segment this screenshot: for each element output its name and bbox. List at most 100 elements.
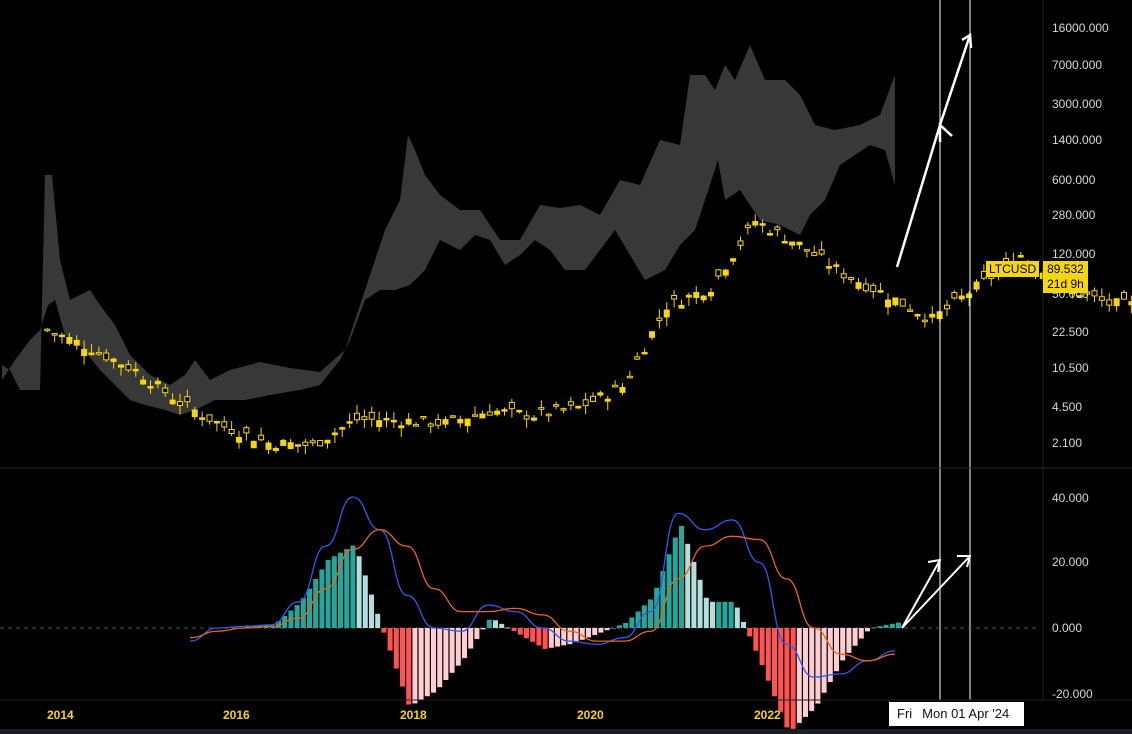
- histogram-bar: [542, 628, 548, 649]
- ytick: 7000.000: [1052, 58, 1102, 72]
- xtick: 2022: [754, 708, 781, 722]
- histogram-bar: [319, 569, 325, 628]
- histogram-bar: [573, 628, 579, 643]
- y-axis-main: 16000.000 7000.000 3000.000 1400.000 600…: [1052, 21, 1109, 450]
- candle-body: [722, 269, 729, 276]
- candle-body: [331, 432, 338, 436]
- candle-body: [472, 414, 478, 417]
- candle-body: [250, 440, 257, 449]
- candle-body: [1113, 298, 1120, 307]
- histogram-bar: [493, 620, 498, 628]
- candle-body: [759, 223, 766, 226]
- histogram-bar: [455, 628, 461, 666]
- candle-body: [59, 334, 65, 338]
- histogram-bar: [840, 628, 846, 661]
- candle-body: [413, 424, 419, 427]
- candle-body: [206, 414, 213, 422]
- histogram-bar: [387, 628, 393, 651]
- candle-body: [486, 411, 493, 416]
- candle-body: [457, 418, 464, 424]
- candle-body: [376, 420, 383, 428]
- ytick: 20.000: [1052, 555, 1089, 569]
- price-box: 89.532 21d 9h: [1043, 261, 1088, 293]
- candle-body: [899, 298, 906, 307]
- histogram-bar: [369, 594, 374, 628]
- candle-body: [272, 447, 279, 451]
- histogram-bar: [896, 622, 901, 628]
- histogram-bar: [251, 625, 257, 628]
- macd-histogram: [245, 525, 901, 729]
- candle-body: [390, 419, 397, 423]
- candle-body: [951, 292, 958, 299]
- histogram-bar: [772, 628, 777, 697]
- candle-body: [671, 294, 678, 300]
- candle-body: [169, 399, 176, 405]
- histogram-bar: [865, 628, 870, 632]
- histogram-bar: [716, 601, 722, 628]
- projection-arrow-macd: [901, 555, 972, 629]
- candle-body: [339, 427, 346, 430]
- histogram-bar: [592, 628, 598, 635]
- candle-body: [678, 304, 685, 309]
- candle-body: [612, 384, 619, 388]
- candle-body: [715, 269, 722, 277]
- histogram-bar: [294, 605, 300, 628]
- candle-body: [641, 351, 648, 355]
- histogram-bar: [796, 628, 802, 723]
- histogram-bar: [852, 628, 858, 646]
- histogram-bar: [722, 601, 728, 628]
- crosshair-date-label: Fri Mon 01 Apr '24: [889, 702, 1024, 726]
- candle-body: [708, 291, 714, 297]
- candle-body: [575, 405, 582, 409]
- projection-arrow-main: [895, 32, 973, 268]
- histogram-bar: [827, 628, 833, 682]
- candle-body: [309, 440, 316, 444]
- histogram-bar: [610, 627, 616, 629]
- candle-body: [921, 319, 928, 323]
- histogram-bar: [654, 587, 660, 628]
- ytick: 16000.000: [1052, 21, 1109, 35]
- y-axis-macd: 40.000 20.000 0.000 -20.000: [1052, 491, 1093, 701]
- candle-body: [523, 415, 530, 420]
- candle-body: [582, 399, 589, 407]
- candle-body: [1121, 291, 1127, 300]
- candle-body: [663, 309, 670, 318]
- candle-body: [103, 352, 110, 361]
- candle-body: [892, 297, 899, 306]
- candle-body: [545, 413, 552, 417]
- x-axis: 2014 2016 2018 2020 2022: [47, 708, 781, 722]
- candle-body: [1091, 290, 1098, 297]
- candle-body: [243, 427, 250, 434]
- candle-body: [81, 348, 88, 357]
- histogram-bar: [635, 611, 641, 628]
- histogram-bar: [691, 561, 697, 628]
- xtick: 2020: [577, 708, 604, 722]
- histogram-bar: [517, 628, 523, 635]
- candle-body: [228, 428, 235, 435]
- candle-body: [346, 421, 353, 424]
- candle-body: [125, 364, 132, 371]
- candle-body: [501, 409, 508, 412]
- histogram-bar: [883, 624, 889, 628]
- histogram-bar: [474, 628, 480, 639]
- candle-body: [590, 395, 596, 402]
- candle-body: [427, 423, 434, 427]
- bar-countdown: 21d 9h: [1047, 277, 1084, 291]
- histogram-bar: [449, 628, 455, 673]
- histogram-bar: [889, 623, 895, 628]
- macd-line: [189, 496, 896, 678]
- candle-body: [796, 241, 803, 246]
- histogram-bar: [617, 625, 622, 628]
- ytick: -20.000: [1052, 687, 1093, 701]
- histogram-bar: [567, 628, 573, 645]
- candle-body: [213, 420, 220, 424]
- candle-body: [737, 240, 744, 246]
- candle-body: [442, 419, 449, 425]
- histogram-bar: [536, 628, 542, 646]
- histogram-bar: [462, 628, 467, 659]
- histogram-bar: [648, 599, 653, 628]
- histogram-bar: [505, 627, 511, 629]
- histogram-bar: [809, 628, 815, 711]
- histogram-bar: [431, 628, 436, 693]
